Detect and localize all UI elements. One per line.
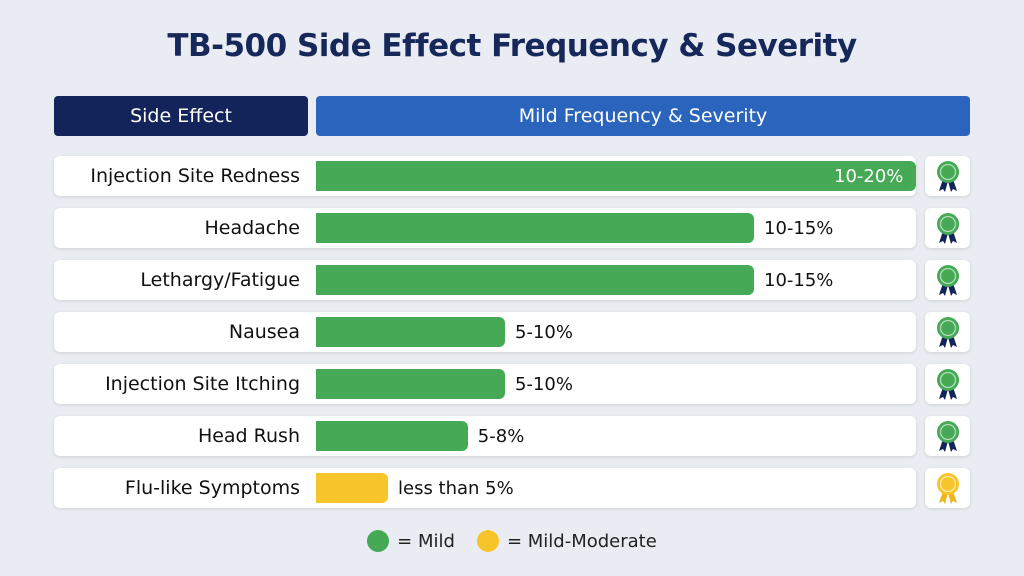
chart-title: TB-500 Side Effect Frequency & Severity bbox=[167, 28, 857, 64]
column-header-frequency: Mild Frequency & Severity bbox=[316, 96, 970, 136]
frequency-label: 5-10% bbox=[515, 373, 573, 395]
table-row: Injection Site Itching 5-10% bbox=[54, 364, 916, 404]
side-effect-label: Lethargy/Fatigue bbox=[140, 269, 300, 291]
severity-ribbon-icon bbox=[925, 416, 970, 456]
table-row: Injection Site Redness 10-20% bbox=[54, 156, 916, 196]
side-effect-label: Head Rush bbox=[197, 425, 300, 447]
column-header-side-effect: Side Effect bbox=[54, 96, 308, 136]
table-row: Headache 10-15% bbox=[54, 208, 916, 248]
side-effect-label: Nausea bbox=[228, 321, 300, 343]
side-effect-label: Injection Site Itching bbox=[105, 373, 300, 395]
severity-ribbon-icon bbox=[925, 468, 970, 508]
frequency-bar bbox=[316, 421, 468, 451]
frequency-label: 5-8% bbox=[477, 425, 525, 447]
side-effect-label: Headache bbox=[204, 217, 300, 239]
side-effect-label: Flu-like Symptoms bbox=[124, 477, 300, 499]
frequency-bar bbox=[316, 369, 505, 399]
frequency-bar bbox=[316, 317, 505, 347]
severity-ribbon-icon bbox=[925, 156, 970, 196]
legend-label: = Mild bbox=[397, 530, 455, 552]
frequency-bar bbox=[316, 213, 754, 243]
frequency-bar bbox=[316, 473, 388, 503]
table-row: Head Rush 5-8% bbox=[54, 416, 916, 456]
frequency-bar bbox=[316, 161, 916, 191]
legend: = Mild = Mild-Moderate bbox=[0, 530, 1024, 552]
table-row: Lethargy/Fatigue 10-15% bbox=[54, 260, 916, 300]
frequency-label: 10-20% bbox=[834, 165, 904, 187]
severity-ribbon-icon bbox=[925, 364, 970, 404]
legend-label: = Mild-Moderate bbox=[506, 530, 657, 552]
side-effect-label: Injection Site Redness bbox=[90, 165, 300, 187]
frequency-label: 10-15% bbox=[764, 269, 834, 291]
severity-ribbon-icon bbox=[925, 260, 970, 300]
frequency-label: 5-10% bbox=[515, 321, 573, 343]
legend-swatch-mild bbox=[367, 530, 390, 552]
frequency-bar bbox=[316, 265, 754, 295]
frequency-label: less than 5% bbox=[398, 477, 514, 499]
frequency-label: 10-15% bbox=[764, 217, 834, 239]
table-row: Flu-like Symptoms less than 5% bbox=[54, 468, 916, 508]
severity-ribbon-icon bbox=[925, 208, 970, 248]
legend-swatch-mild_moderate bbox=[476, 530, 499, 552]
table-row: Nausea 5-10% bbox=[54, 312, 916, 352]
severity-ribbon-icon bbox=[925, 312, 970, 352]
